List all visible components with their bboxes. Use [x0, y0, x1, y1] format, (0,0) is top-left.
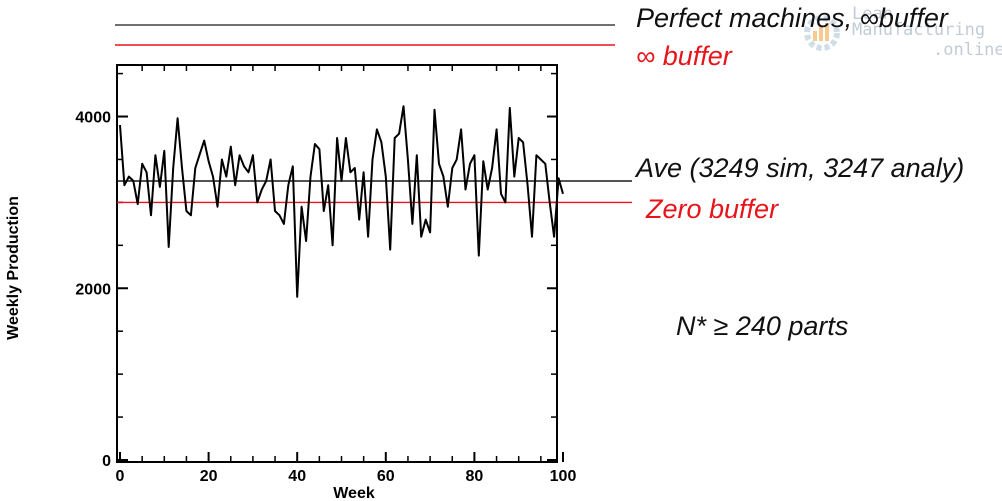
x-tick-label: 0 — [116, 468, 125, 485]
y-tick-label: 4000 — [75, 110, 111, 127]
average-label: Ave (3249 sim, 3247 analy) — [636, 153, 965, 183]
x-axis-label: Week — [333, 485, 375, 501]
zero-buffer-label: Zero buffer — [646, 194, 779, 224]
perfect-machines-label: Perfect machines, ∞buffer — [636, 3, 948, 33]
gear-icon — [804, 15, 840, 51]
plot-frame — [116, 64, 558, 463]
x-tick-label: 20 — [200, 468, 218, 485]
infinite-buffer-label: ∞ buffer — [636, 41, 732, 71]
x-tick-label: 60 — [377, 468, 395, 485]
y-axis-label: Weekly Production — [5, 196, 22, 340]
nstar-label: N* ≥ 240 parts — [676, 311, 849, 341]
x-tick-label: 40 — [288, 468, 306, 485]
x-tick-label: 80 — [466, 468, 484, 485]
watermark-logo: Lean Manufacturing .online — [800, 2, 1002, 62]
y-tick-label: 2000 — [75, 281, 111, 298]
x-tick-label: 100 — [550, 468, 577, 485]
y-tick-label: 0 — [102, 453, 111, 470]
weekly-production-series — [119, 105, 564, 298]
